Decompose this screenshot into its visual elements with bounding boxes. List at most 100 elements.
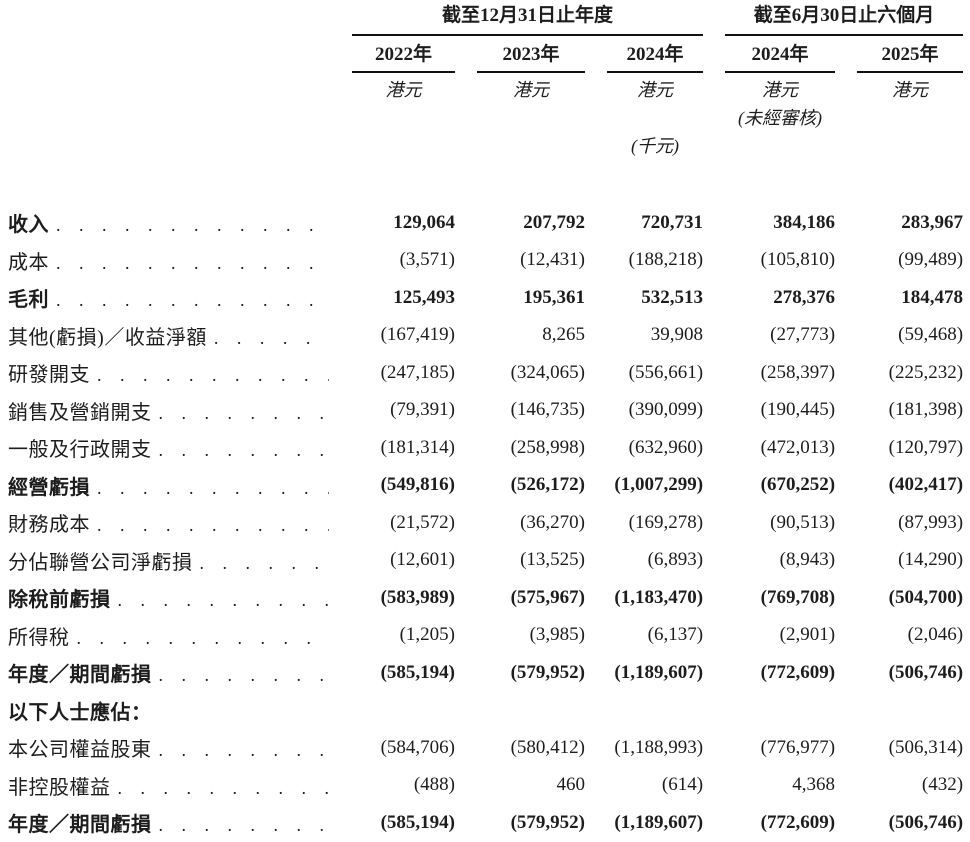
cell-2022: (549,816): [380, 474, 455, 496]
cell-2023: (324,065): [510, 361, 585, 383]
table-row: 銷售及營銷開支 (79,391) (146,735) (390,099) (19…: [8, 392, 963, 430]
cell-2023: 460: [556, 774, 586, 796]
cell-2024: (1,189,607): [614, 811, 704, 833]
cell-2023: 8,265: [542, 324, 585, 346]
table-row: 研發開支 (247,185) (324,065) (556,661) (258,…: [8, 354, 963, 392]
cell-2024-interim: (772,609): [760, 811, 836, 833]
header-body-spacer: [8, 159, 963, 204]
cell-2024: [585, 692, 703, 730]
cell-2023: (36,270): [520, 511, 585, 533]
cell-2024-interim: (776,977): [760, 736, 836, 758]
cell-2023: (146,735): [510, 399, 585, 421]
row-label: 毛利: [8, 289, 49, 312]
row-label: 經營虧損: [8, 476, 90, 499]
dot-leader: [90, 515, 329, 536]
unaudited-note: (未經審核): [738, 108, 823, 128]
table-row: 經營虧損 (549,816) (526,172) (1,007,299) (67…: [8, 467, 963, 505]
cell-2025-interim: (2,046): [907, 624, 964, 646]
cell-2025-interim: (504,700): [888, 586, 964, 608]
table-body: 收入 129,064 207,792 720,731 384,186 283,9…: [8, 204, 963, 842]
row-label: 年度／期間虧損: [8, 664, 152, 687]
dot-leader: [207, 328, 329, 349]
cell-2022: (21,572): [390, 511, 455, 533]
cell-2023: 195,361: [523, 286, 585, 308]
cell-2022: (488): [413, 774, 455, 796]
dot-leader: [152, 815, 330, 836]
currency-2025-interim: 港元: [892, 79, 929, 100]
row-label: 其他(虧損)／收益淨額: [8, 326, 207, 349]
cell-2024: (1,183,470): [614, 586, 704, 608]
cell-2023: (579,952): [510, 811, 585, 833]
dot-leader: [49, 253, 329, 274]
col-group-interim-title: 截至6月30日止六個月: [725, 5, 964, 36]
cell-2024-interim: (105,810): [760, 249, 836, 271]
cell-2022: (79,391): [390, 399, 455, 421]
cell-2025-interim: (225,232): [888, 361, 964, 383]
dot-leader: [111, 590, 330, 611]
table-row: 本公司權益股東 (584,706) (580,412) (1,188,993) …: [8, 729, 963, 767]
cell-2023: (579,952): [510, 661, 585, 683]
year-header-2024: 2024年: [585, 36, 704, 73]
cell-2022: (3,571): [399, 249, 455, 271]
cell-2024: 720,731: [641, 211, 704, 233]
cell-2022: [345, 692, 455, 730]
cell-2022: (1,205): [399, 624, 455, 646]
cell-2025-interim: (506,746): [888, 661, 964, 683]
year-header-2023: 2023年: [455, 36, 585, 73]
currency-2024-interim: 港元: [762, 79, 799, 100]
table-row: 毛利 125,493 195,361 532,513 278,376 184,4…: [8, 279, 963, 317]
cell-2023: (526,172): [510, 474, 585, 496]
cell-2024: (6,893): [647, 549, 704, 571]
table-row: 所得稅 (1,205) (3,985) (6,137) (2,901) (2,0…: [8, 617, 963, 655]
cell-2024-interim: (772,609): [760, 661, 836, 683]
cell-2022: (12,601): [390, 549, 455, 571]
cell-2024-interim: (472,013): [760, 436, 836, 458]
cell-2024: (614): [661, 774, 704, 796]
row-label: 本公司權益股東: [8, 739, 152, 762]
cell-2023: (12,431): [520, 249, 585, 271]
cell-2022: (167,419): [380, 324, 455, 346]
cell-2024: (1,007,299): [614, 474, 704, 496]
cell-2024-interim: (90,513): [770, 511, 836, 533]
label-column-spacer: [8, 73, 345, 104]
row-label: 所得稅: [8, 626, 70, 649]
cell-2024: (1,188,993): [614, 736, 704, 758]
currency-2024: 港元: [637, 79, 674, 100]
cell-2024: 532,513: [641, 286, 704, 308]
table-row: 非控股權益 (488) 460 (614) 4,368 (432): [8, 767, 963, 805]
dot-leader: [152, 403, 330, 424]
cell-2023: (258,998): [510, 436, 585, 458]
cell-2024-interim: (670,252): [760, 474, 836, 496]
col-group-annual-title: 截至12月31日止年度: [352, 5, 704, 36]
table-row: 財務成本 (21,572) (36,270) (169,278) (90,513…: [8, 504, 963, 542]
cell-2024: (556,661): [628, 361, 704, 383]
cell-2025-interim: (506,314): [888, 736, 964, 758]
cell-2023: (580,412): [510, 736, 585, 758]
cell-2024: (390,099): [628, 399, 704, 421]
cell-2024: (6,137): [647, 624, 704, 646]
cell-2024: (169,278): [628, 511, 704, 533]
cell-2025-interim: (14,290): [898, 549, 964, 571]
row-label: 收入: [8, 214, 49, 237]
cell-2024-interim: (2,901): [779, 624, 836, 646]
cell-2024-interim: 278,376: [773, 286, 836, 308]
row-label: 非控股權益: [8, 776, 111, 799]
row-label: 研發開支: [8, 364, 90, 387]
cell-2025-interim: 283,967: [901, 211, 964, 233]
thousands-note: (千元): [631, 135, 680, 156]
year-header-2022: 2022年: [345, 36, 455, 73]
cell-2022: (584,706): [380, 736, 455, 758]
cell-2024-interim: 384,186: [773, 211, 836, 233]
thousands-note-row: (千元): [8, 130, 963, 159]
label-column-spacer: [8, 0, 345, 36]
col-group-annual: 截至12月31日止年度: [345, 0, 704, 36]
cell-2025-interim: (402,417): [888, 474, 964, 496]
cell-2025-interim: (506,746): [888, 811, 964, 833]
col-group-interim: 截至6月30日止六個月: [703, 0, 964, 36]
cell-2025-interim: (87,993): [898, 511, 964, 533]
table-row: 一般及行政開支 (181,314) (258,998) (632,960) (4…: [8, 429, 963, 467]
cell-2024-interim: (8,943): [779, 549, 836, 571]
table-row: 分佔聯營公司淨虧損 (12,601) (13,525) (6,893) (8,9…: [8, 542, 963, 580]
cell-2025-interim: (59,468): [898, 324, 964, 346]
cell-2022: (583,989): [380, 586, 455, 608]
